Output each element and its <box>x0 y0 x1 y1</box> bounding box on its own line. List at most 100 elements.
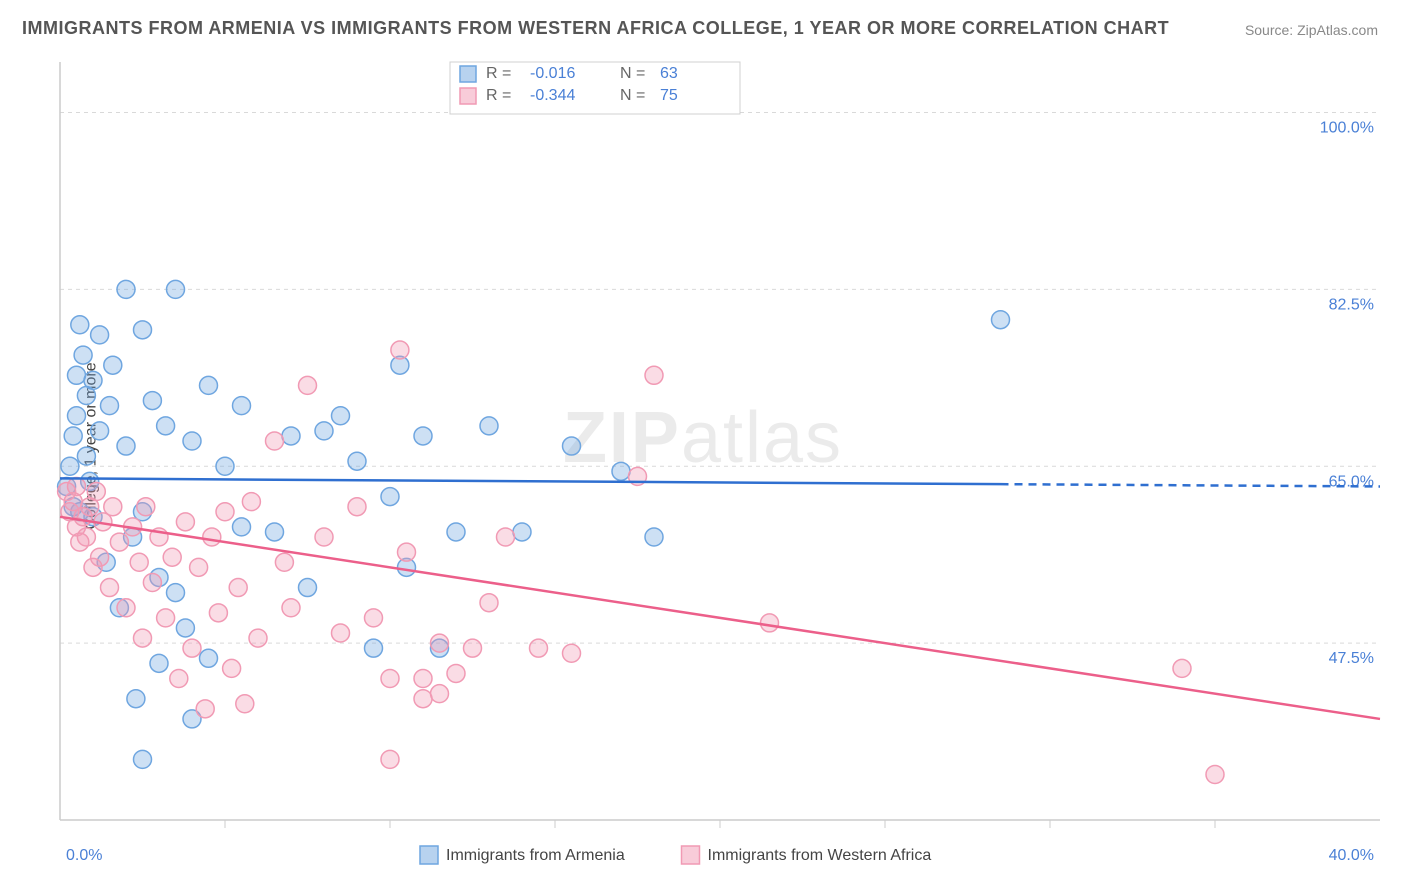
legend-r-label: R = <box>486 65 511 82</box>
scatter-point <box>391 341 409 359</box>
scatter-point <box>249 629 267 647</box>
scatter-point <box>77 528 95 546</box>
scatter-point <box>645 528 663 546</box>
scatter-point <box>117 599 135 617</box>
scatter-point <box>110 533 128 551</box>
legend-n-value: 75 <box>660 87 678 104</box>
scatter-point <box>480 594 498 612</box>
scatter-point <box>233 518 251 536</box>
y-tick-label: 100.0% <box>1320 120 1374 137</box>
legend-r-value: -0.344 <box>530 87 575 104</box>
trend-line <box>60 478 1001 484</box>
scatter-point <box>117 437 135 455</box>
scatter-point <box>236 695 254 713</box>
scatter-point <box>992 311 1010 329</box>
trend-line-dashed <box>1001 484 1381 486</box>
scatter-point <box>157 609 175 627</box>
scatter-point <box>315 422 333 440</box>
scatter-point <box>127 690 145 708</box>
scatter-point <box>87 483 105 501</box>
scatter-point <box>130 553 148 571</box>
scatter-point <box>209 604 227 622</box>
scatter-point <box>612 462 630 480</box>
legend-n-label: N = <box>620 65 645 82</box>
scatter-point <box>381 488 399 506</box>
scatter-point <box>61 457 79 475</box>
scatter-point <box>563 437 581 455</box>
scatter-point <box>196 700 214 718</box>
scatter-point <box>91 422 109 440</box>
scatter-point <box>431 634 449 652</box>
scatter-point <box>68 477 86 495</box>
scatter-point <box>183 432 201 450</box>
scatter-point <box>315 528 333 546</box>
scatter-point <box>431 685 449 703</box>
legend-n-value: 63 <box>660 65 678 82</box>
scatter-point <box>117 280 135 298</box>
scatter-point <box>381 750 399 768</box>
scatter-point <box>68 407 86 425</box>
y-tick-label: 82.5% <box>1329 296 1374 313</box>
legend-swatch <box>682 846 700 864</box>
scatter-point <box>134 629 152 647</box>
scatter-point <box>101 397 119 415</box>
scatter-point <box>143 392 161 410</box>
scatter-point <box>480 417 498 435</box>
scatter-point <box>348 452 366 470</box>
scatter-point <box>414 427 432 445</box>
scatter-point <box>163 548 181 566</box>
chart-svg: 47.5%65.0%82.5%100.0%0.0%40.0%R =-0.016N… <box>0 0 1406 892</box>
scatter-point <box>167 584 185 602</box>
legend-swatch <box>420 846 438 864</box>
y-tick-label: 65.0% <box>1329 473 1374 490</box>
legend-swatch <box>460 66 476 82</box>
scatter-point <box>77 447 95 465</box>
scatter-point <box>332 624 350 642</box>
scatter-point <box>183 639 201 657</box>
scatter-point <box>365 639 383 657</box>
scatter-point <box>223 659 241 677</box>
scatter-point <box>143 573 161 591</box>
scatter-point <box>200 649 218 667</box>
scatter-point <box>203 528 221 546</box>
scatter-point <box>266 523 284 541</box>
chart-container: IMMIGRANTS FROM ARMENIA VS IMMIGRANTS FR… <box>0 0 1406 892</box>
scatter-point <box>242 493 260 511</box>
legend-r-label: R = <box>486 87 511 104</box>
scatter-point <box>137 498 155 516</box>
scatter-point <box>414 690 432 708</box>
scatter-point <box>381 670 399 688</box>
scatter-point <box>74 346 92 364</box>
scatter-point <box>497 528 515 546</box>
scatter-point <box>229 579 247 597</box>
scatter-point <box>282 599 300 617</box>
scatter-point <box>282 427 300 445</box>
x-tick-label: 40.0% <box>1329 847 1374 864</box>
scatter-point <box>170 670 188 688</box>
scatter-point <box>1206 766 1224 784</box>
scatter-point <box>91 548 109 566</box>
scatter-point <box>64 427 82 445</box>
scatter-point <box>200 376 218 394</box>
scatter-point <box>299 376 317 394</box>
scatter-point <box>71 316 89 334</box>
scatter-point <box>299 579 317 597</box>
scatter-point <box>414 670 432 688</box>
scatter-point <box>91 326 109 344</box>
scatter-point <box>190 558 208 576</box>
scatter-point <box>68 366 86 384</box>
scatter-point <box>761 614 779 632</box>
scatter-point <box>167 280 185 298</box>
scatter-point <box>134 321 152 339</box>
scatter-point <box>176 619 194 637</box>
scatter-point <box>398 543 416 561</box>
scatter-point <box>365 609 383 627</box>
scatter-point <box>84 371 102 389</box>
scatter-point <box>645 366 663 384</box>
scatter-point <box>233 397 251 415</box>
scatter-point <box>1173 659 1191 677</box>
scatter-point <box>530 639 548 657</box>
legend-swatch <box>460 88 476 104</box>
scatter-point <box>216 457 234 475</box>
scatter-point <box>176 513 194 531</box>
